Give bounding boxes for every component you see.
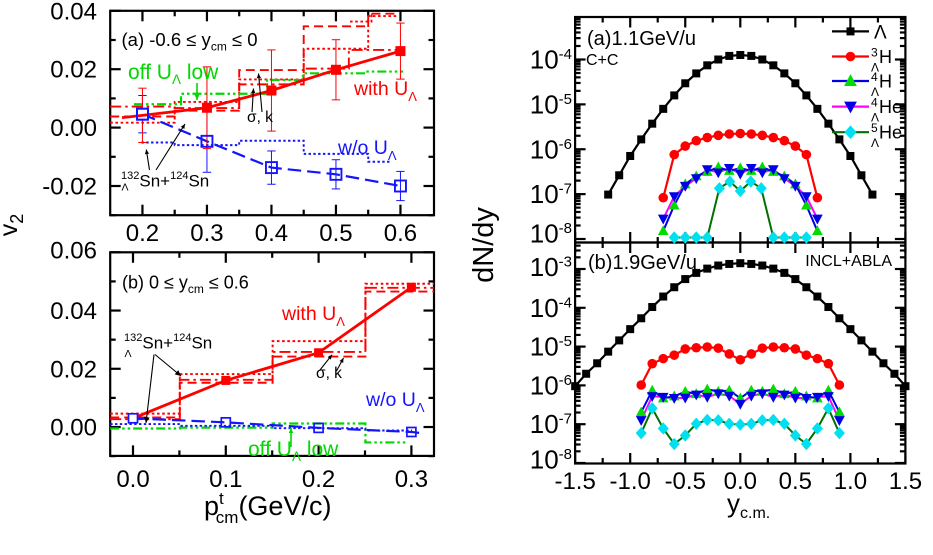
svg-text:dN/dy: dN/dy: [468, 207, 500, 283]
svg-text:0.2: 0.2: [302, 466, 335, 493]
svg-text:(b) 0 ≤ ycm ≤ 0.6: (b) 0 ≤ ycm ≤ 0.6: [122, 273, 249, 297]
svg-text:132Sn+124Sn: 132Sn+124Sn: [124, 332, 212, 353]
svg-text:10-5: 10-5: [530, 89, 572, 119]
svg-text:0.6: 0.6: [384, 220, 417, 247]
svg-text:132Sn+124Sn: 132Sn+124Sn: [121, 170, 209, 191]
svg-text:0.02: 0.02: [50, 57, 97, 84]
svg-text:0.1: 0.1: [209, 466, 242, 493]
svg-text:Λ: Λ: [874, 22, 887, 43]
svg-text:0.0: 0.0: [116, 466, 149, 493]
svg-text:(a)1.1GeV/u: (a)1.1GeV/u: [587, 28, 696, 50]
svg-text:σ, k: σ, k: [247, 109, 273, 126]
svg-text:with UΛ: with UΛ: [353, 78, 417, 104]
svg-text:INCL+ABLA: INCL+ABLA: [805, 253, 892, 270]
svg-text:0.00: 0.00: [50, 115, 97, 142]
svg-text:Λ: Λ: [125, 348, 132, 360]
svg-text:-0.02: -0.02: [42, 174, 97, 201]
svg-text:σ, k: σ, k: [316, 365, 342, 382]
svg-text:-0.5: -0.5: [665, 468, 706, 495]
svg-text:(b)1.9GeV/u: (b)1.9GeV/u: [588, 252, 697, 274]
svg-text:with UΛ: with UΛ: [281, 303, 345, 329]
svg-text:v2: v2: [0, 214, 27, 237]
svg-text:4ΛH: 4 ΛH: [871, 70, 892, 99]
svg-text:off UΛ low: off UΛ low: [248, 438, 339, 464]
svg-text:0.00: 0.00: [50, 415, 97, 442]
svg-text:0.04: 0.04: [50, 0, 97, 25]
svg-text:10-5: 10-5: [530, 332, 572, 362]
svg-text:1.0: 1.0: [834, 468, 867, 495]
svg-text:-1.0: -1.0: [610, 468, 651, 495]
svg-text:0.04: 0.04: [50, 298, 97, 325]
svg-text:0.3: 0.3: [395, 466, 428, 493]
svg-text:0.06: 0.06: [50, 237, 97, 264]
svg-text:-1.5: -1.5: [554, 468, 595, 495]
svg-text:C+C: C+C: [586, 52, 618, 69]
svg-text:0.5: 0.5: [779, 468, 812, 495]
svg-text:Λ: Λ: [122, 182, 129, 194]
svg-text:w/o UΛ: w/o UΛ: [365, 389, 425, 415]
svg-text:1.5: 1.5: [889, 468, 922, 495]
svg-text:0.3: 0.3: [190, 220, 223, 247]
svg-text:w/o UΛ: w/o UΛ: [337, 137, 397, 163]
svg-text:0.02: 0.02: [50, 356, 97, 383]
svg-text:0.2: 0.2: [126, 220, 159, 247]
svg-text:0.5: 0.5: [319, 220, 352, 247]
svg-text:0.0: 0.0: [724, 468, 757, 495]
svg-text:(a) -0.6 ≤ ycm ≤ 0: (a) -0.6 ≤ ycm ≤ 0: [122, 29, 258, 54]
svg-text:0.4: 0.4: [255, 220, 288, 247]
svg-text:3ΛH: 3 ΛH: [871, 46, 892, 75]
